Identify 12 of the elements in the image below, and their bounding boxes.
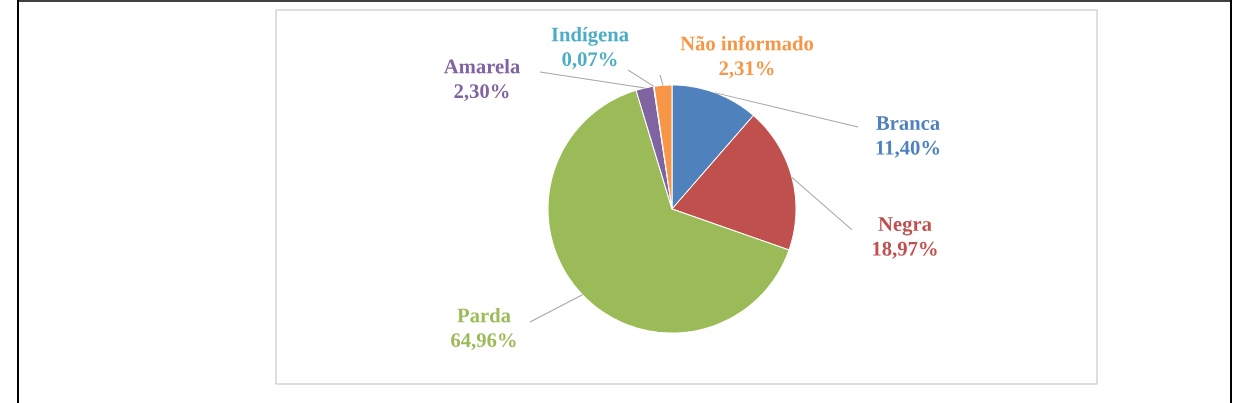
slice-label: Parda [457,307,511,323]
data-label: 2,31% [719,61,774,79]
data-label: 64,96% [451,333,516,351]
slice-label: Branca [876,116,940,131]
data-label: 2,30% [454,84,509,102]
slice-label: Negra [878,217,932,236]
data-label: 0,07% [562,52,617,70]
slice-label: Amarela [443,58,520,74]
data-label: 11,40% [876,140,940,158]
slice-label: Indígena [551,26,629,46]
data-label: 18,97% [873,241,937,259]
slice-label: Não informado [680,35,814,51]
